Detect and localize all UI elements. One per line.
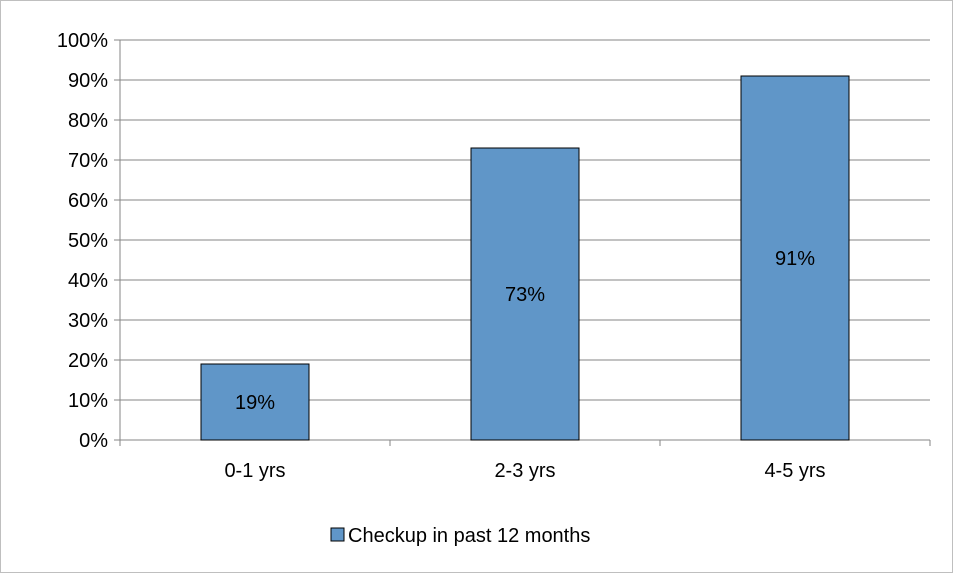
bar (200, 363, 310, 441)
y-tick-label: 60% (68, 190, 108, 212)
bar-value-label: 73% (505, 284, 545, 306)
y-tick-label: 100% (57, 30, 108, 52)
y-tick-label: 50% (68, 230, 108, 252)
y-tick-label: 0% (79, 430, 108, 452)
y-tick-label: 70% (68, 150, 108, 172)
legend-swatch (330, 527, 345, 542)
x-tick-label: 2-3 yrs (494, 460, 555, 482)
legend: Checkup in past 12 months (330, 525, 590, 547)
bar-value-label: 91% (775, 248, 815, 270)
bars (200, 75, 850, 441)
y-tick-label: 80% (68, 110, 108, 132)
bar-value-label: 19% (235, 392, 275, 414)
x-tick-label: 0-1 yrs (224, 460, 285, 482)
y-tick-label: 20% (68, 350, 108, 372)
bar (470, 147, 580, 441)
y-tick-label: 40% (68, 270, 108, 292)
y-tick-label: 90% (68, 70, 108, 92)
data-labels: 19% 73% 91% (235, 248, 815, 414)
bar (740, 75, 850, 441)
legend-label: Checkup in past 12 months (348, 525, 590, 547)
x-tick-label: 4-5 yrs (764, 460, 825, 482)
y-tick-label: 30% (68, 310, 108, 332)
y-tick-label: 10% (68, 390, 108, 412)
